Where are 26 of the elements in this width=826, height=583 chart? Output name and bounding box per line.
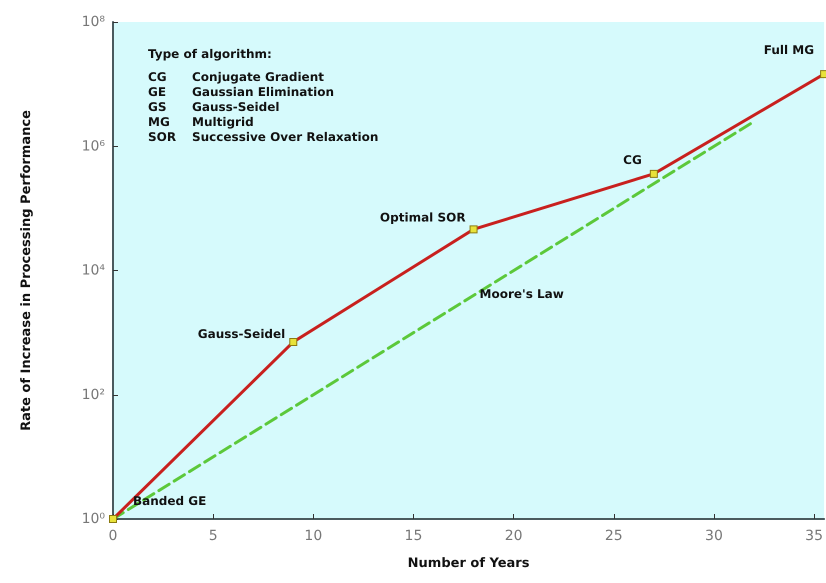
y-tick-label: 10² <box>82 386 105 403</box>
annotation: Gauss-Seidel <box>198 326 286 341</box>
text: GE Gaussian Elimination <box>148 85 334 99</box>
x-tick-label: 5 <box>208 528 218 544</box>
x-tick-label: 0 <box>108 528 118 544</box>
y-tick-label: 10⁰ <box>82 511 106 527</box>
x-axis-title: Number of Years <box>408 556 530 571</box>
text: GS Gauss-Seidel <box>148 100 280 114</box>
x-tick-label: 10 <box>304 528 322 544</box>
annotation: Moore's Law <box>480 286 564 301</box>
annotation: Type of algorithm: <box>148 47 272 61</box>
x-tick-label: 20 <box>504 528 523 544</box>
x-tick-label: 30 <box>705 528 723 544</box>
y-tick-label: 10⁴ <box>82 262 106 278</box>
y-axis-title: Rate of Increase in Processing Performance <box>19 110 34 431</box>
text: SOR Successive Over Relaxation <box>148 130 378 144</box>
y-tick-label: 10⁶ <box>82 138 106 154</box>
x-tick-label: 35 <box>805 528 824 544</box>
annotation: Full MG <box>764 43 814 58</box>
y-tick-label: 10⁸ <box>82 14 106 30</box>
text: CG Conjugate Gradient <box>148 70 324 84</box>
annotation: Optimal SOR <box>380 210 466 224</box>
annotation: CG <box>623 152 642 167</box>
x-tick-label: 15 <box>404 528 422 544</box>
x-tick-label: 25 <box>604 528 623 544</box>
text: MG Multigrid <box>148 115 254 129</box>
